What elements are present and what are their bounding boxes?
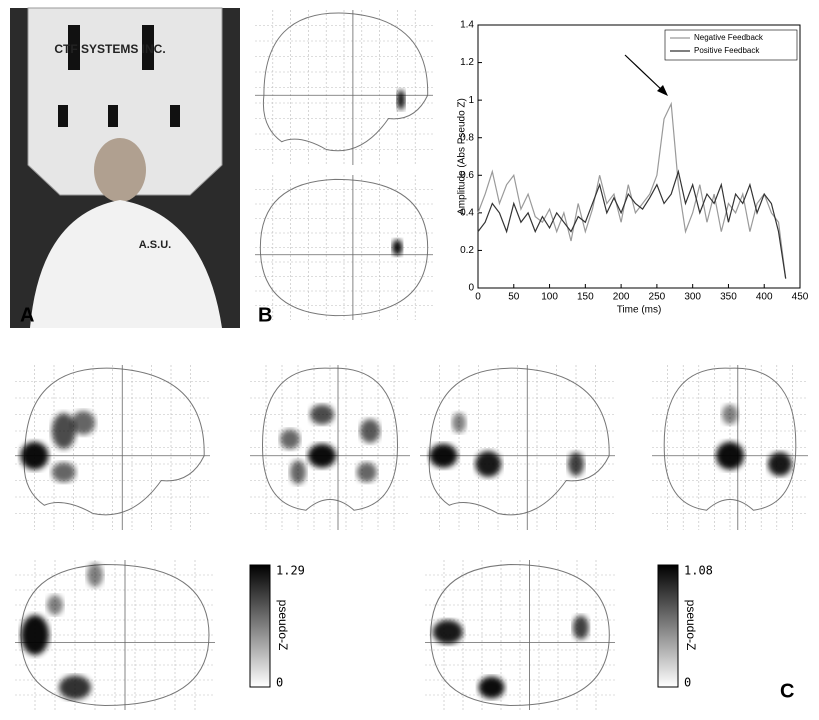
- x-tick-label: 400: [756, 292, 773, 303]
- figure: CTF SYSTEMS INC. A.S.U. A B C 1.29 0 pseud…: [0, 0, 819, 715]
- colorbar: [658, 565, 678, 687]
- activation: [280, 429, 300, 449]
- activation: [429, 444, 457, 468]
- x-tick-label: 100: [541, 292, 558, 303]
- activation: [21, 615, 49, 655]
- y-tick-label: 0: [468, 283, 474, 294]
- brain-outline: [429, 368, 609, 515]
- panel-label: B: [258, 304, 272, 326]
- activation: [87, 563, 103, 587]
- shirt-text: A.S.U.: [139, 239, 171, 251]
- x-tick-label: 300: [684, 292, 701, 303]
- legend-label: Positive Feedback: [694, 46, 760, 55]
- activation: [392, 240, 402, 256]
- colorbar-min: 0: [684, 676, 691, 690]
- series-line: [478, 104, 786, 279]
- panel-label: A: [20, 304, 34, 326]
- brain-map: [255, 175, 433, 320]
- brain-map: [15, 365, 210, 530]
- brain-map: [425, 560, 615, 710]
- y-tick-label: 1.2: [460, 57, 474, 68]
- y-tick-label: 1: [468, 95, 474, 106]
- helmet-text: CTF SYSTEMS INC.: [54, 42, 165, 56]
- brain-outline: [263, 13, 427, 151]
- x-axis-label: Time (ms): [617, 305, 662, 316]
- activation: [357, 462, 377, 482]
- y-tick-label: 1.4: [460, 20, 474, 31]
- brain-map: [652, 365, 808, 530]
- activation: [568, 452, 584, 476]
- colorbar-label: pseudo-Z: [276, 600, 290, 651]
- photo: CTF SYSTEMS INC. A.S.U.: [10, 8, 240, 328]
- brain-map: [250, 365, 410, 530]
- x-tick-label: 350: [720, 292, 737, 303]
- brain-map: [255, 10, 433, 165]
- colorbar: [250, 565, 270, 687]
- brain-outline: [24, 368, 204, 515]
- legend-label: Negative Feedback: [694, 33, 764, 42]
- activation: [290, 460, 306, 484]
- colorbar-max: 1.08: [684, 564, 713, 578]
- activation: [52, 462, 76, 482]
- x-tick-label: 50: [508, 292, 520, 303]
- activation: [397, 90, 405, 110]
- colorbar-min: 0: [276, 676, 283, 690]
- activation: [479, 677, 505, 699]
- y-tick-label: 0.2: [460, 245, 474, 256]
- activation: [475, 451, 501, 477]
- colorbar-label: pseudo-Z: [684, 600, 698, 651]
- activation: [59, 676, 91, 700]
- colorbar-max: 1.29: [276, 564, 305, 578]
- series-line: [478, 172, 786, 279]
- activation: [716, 442, 744, 470]
- x-tick-label: 0: [475, 292, 481, 303]
- brain-map: [15, 560, 215, 710]
- arrow: [625, 55, 664, 92]
- x-tick-label: 200: [613, 292, 630, 303]
- x-tick-label: 150: [577, 292, 594, 303]
- activation: [433, 620, 463, 644]
- x-tick-label: 450: [792, 292, 809, 303]
- activation: [47, 595, 63, 615]
- activation: [310, 405, 334, 425]
- y-axis-label: Amplitude (Abs Pseudo Z): [457, 98, 468, 215]
- plot-frame: [478, 25, 800, 288]
- activation: [768, 452, 792, 476]
- panel-label: C: [780, 680, 794, 702]
- activation: [71, 411, 95, 435]
- activation: [360, 419, 380, 443]
- activation: [308, 444, 336, 468]
- activation: [573, 616, 589, 640]
- activation: [452, 413, 466, 433]
- x-tick-label: 250: [649, 292, 666, 303]
- brain-map: [420, 365, 615, 530]
- activation: [21, 442, 49, 470]
- activation: [722, 405, 738, 425]
